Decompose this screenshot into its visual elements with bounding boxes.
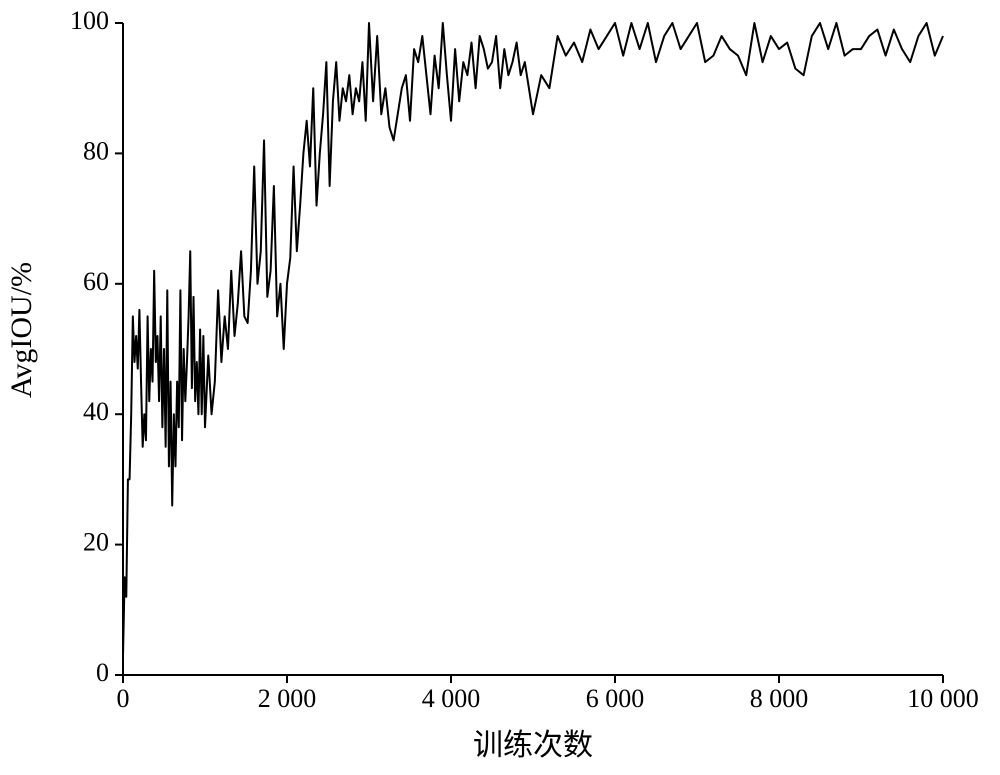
y-axis-label: AvgIOU/% [5, 262, 38, 398]
x-tick-label: 2 000 [258, 684, 317, 713]
y-tick-label: 80 [83, 136, 109, 165]
y-tick-label: 20 [83, 528, 109, 557]
y-tick-label: 40 [83, 397, 109, 426]
x-axis-label: 训练次数 [473, 729, 593, 762]
y-tick-label: 0 [96, 658, 109, 687]
y-tick-label: 100 [70, 6, 109, 35]
x-tick-label: 0 [117, 684, 130, 713]
x-tick-label: 8 000 [750, 684, 809, 713]
x-tick-label: 10 000 [907, 684, 979, 713]
y-tick-label: 60 [83, 267, 109, 296]
x-tick-label: 4 000 [422, 684, 481, 713]
data-line [122, 22, 944, 656]
x-tick-label: 6 000 [586, 684, 645, 713]
